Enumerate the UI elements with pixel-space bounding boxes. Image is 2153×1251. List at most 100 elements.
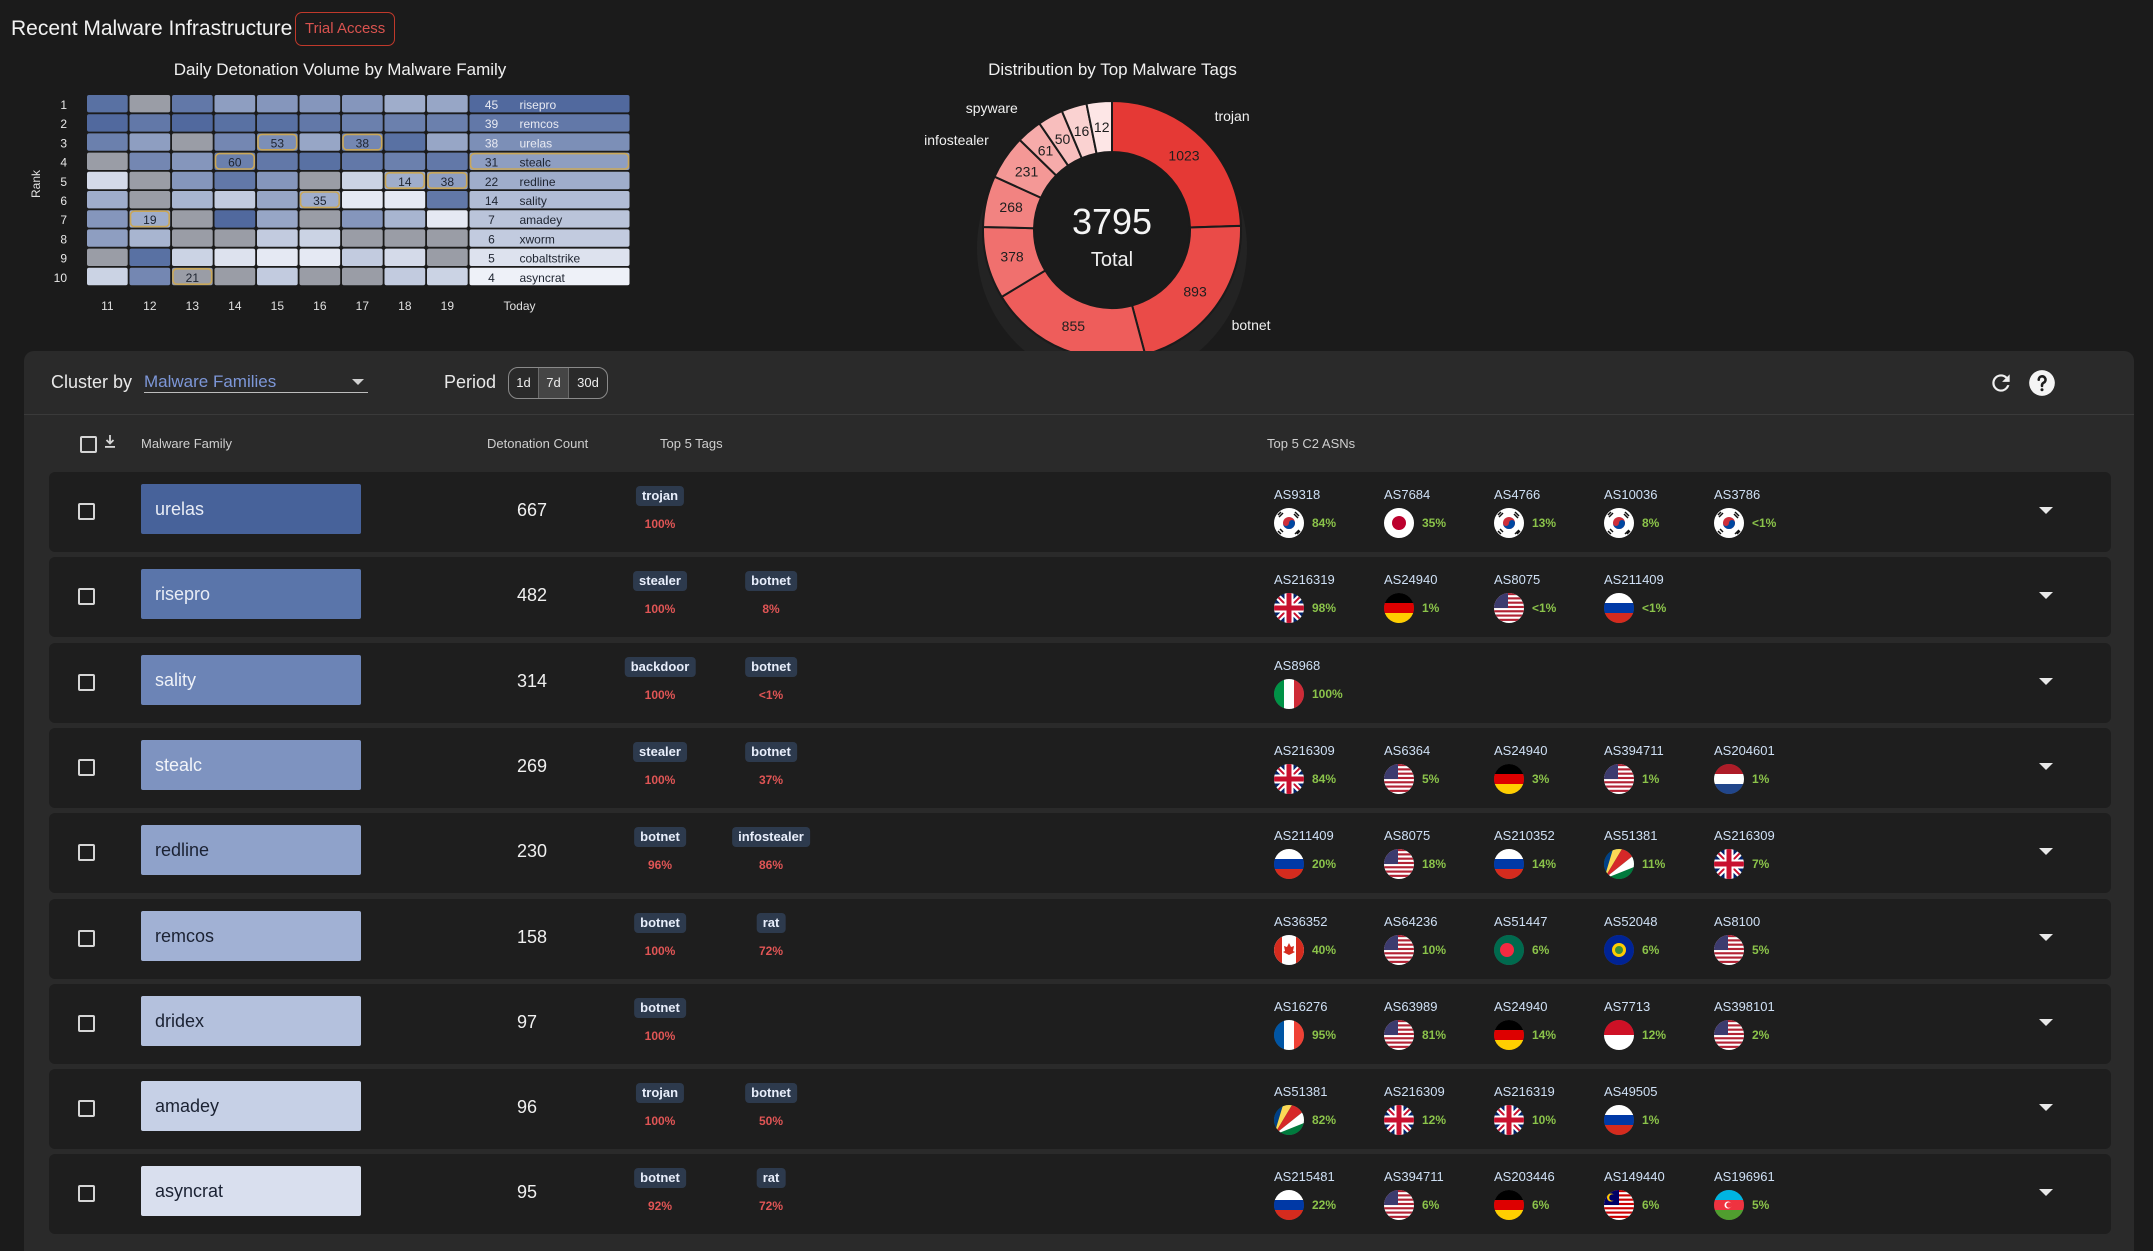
heatmap-cell[interactable] (129, 267, 171, 286)
heatmap-cell[interactable] (299, 248, 341, 266)
tag-chip[interactable]: rat (756, 912, 786, 933)
heatmap-cell[interactable] (342, 95, 383, 113)
select-all-checkbox[interactable] (80, 436, 97, 453)
tag-chip[interactable]: botnet (745, 1083, 797, 1104)
heatmap-cell[interactable] (427, 114, 468, 132)
asn-label[interactable]: AS24940 (1494, 742, 1548, 758)
asn-label[interactable]: AS394711 (1384, 1169, 1444, 1185)
asn-label[interactable]: AS4766 (1494, 487, 1541, 502)
heatmap-cell[interactable] (129, 114, 171, 132)
heatmap-cell[interactable] (384, 229, 426, 247)
heatmap-cell[interactable] (87, 267, 128, 286)
heatmap-cell[interactable] (172, 133, 213, 151)
malware-family-chip[interactable]: asyncrat (141, 1166, 361, 1217)
heatmap-cell[interactable] (172, 152, 213, 170)
heatmap-cell[interactable] (129, 171, 171, 190)
heatmap-cell[interactable] (87, 152, 128, 170)
asn-label[interactable]: AS149440 (1604, 1169, 1665, 1185)
heatmap-cell[interactable] (427, 248, 468, 266)
heatmap-today-cell[interactable] (469, 229, 630, 247)
tag-chip[interactable]: stealer (633, 571, 687, 592)
heatmap-cell[interactable] (257, 152, 298, 170)
heatmap-cell[interactable] (87, 229, 128, 247)
heatmap-cell[interactable] (427, 267, 468, 286)
tag-chip[interactable]: trojan (635, 1083, 685, 1104)
heatmap-today-cell[interactable] (469, 95, 630, 113)
heatmap-cell[interactable] (214, 152, 256, 170)
row-checkbox[interactable] (78, 1100, 95, 1118)
asn-label[interactable]: AS64236 (1384, 913, 1438, 929)
heatmap-cell[interactable] (257, 229, 298, 247)
asn-label[interactable]: AS51381 (1604, 828, 1658, 844)
heatmap-cell[interactable] (172, 95, 213, 113)
asn-label[interactable]: AS51381 (1274, 1084, 1328, 1100)
table-row[interactable]: asyncrat 95 botnet 92% rat 72% AS215481 22%… (49, 1154, 2111, 1235)
heatmap-cell[interactable] (214, 267, 256, 286)
asn-label[interactable]: AS36352 (1274, 913, 1328, 929)
malware-family-chip[interactable]: remcos (141, 910, 361, 961)
heatmap-cell[interactable] (129, 95, 171, 113)
heatmap-cell[interactable] (384, 248, 426, 266)
expand-row-chevron-icon[interactable] (2039, 933, 2053, 941)
heatmap-cell[interactable] (172, 267, 213, 286)
heatmap-cell[interactable] (299, 210, 341, 228)
heatmap-cell[interactable] (214, 210, 256, 228)
heatmap-cell[interactable] (257, 248, 298, 266)
asn-label[interactable]: AS6364 (1384, 742, 1431, 758)
heatmap-cell[interactable] (257, 133, 298, 151)
tag-chip[interactable]: backdoor (624, 656, 696, 677)
heatmap-cell[interactable] (87, 210, 128, 228)
heatmap-cell[interactable] (172, 171, 213, 190)
heatmap-cell[interactable] (257, 114, 298, 132)
heatmap-cell[interactable] (427, 133, 468, 151)
row-checkbox[interactable] (78, 673, 95, 691)
heatmap-cell[interactable] (342, 114, 383, 132)
heatmap-cell[interactable] (299, 133, 341, 151)
heatmap-cell[interactable] (427, 210, 468, 228)
cluster-by-select[interactable]: Malware Families (144, 368, 368, 393)
heatmap-cell[interactable] (299, 191, 341, 209)
heatmap-cell[interactable] (299, 171, 341, 190)
asn-label[interactable]: AS398101 (1714, 998, 1775, 1014)
tag-chip[interactable]: stealer (633, 741, 687, 762)
expand-row-chevron-icon[interactable] (2039, 1189, 2053, 1197)
tag-chip[interactable]: botnet (745, 741, 797, 762)
heatmap-cell[interactable] (427, 171, 468, 190)
heatmap-cell[interactable] (172, 229, 213, 247)
asn-label[interactable]: AS51447 (1494, 913, 1548, 929)
asn-label[interactable]: AS8075 (1494, 572, 1541, 588)
pie-slice[interactable] (1085, 99, 1113, 155)
heatmap-cell[interactable] (87, 248, 128, 266)
heatmap-cell[interactable] (257, 191, 298, 209)
malware-family-chip[interactable]: amadey (141, 1081, 361, 1132)
heatmap-cell[interactable] (384, 152, 426, 170)
asn-label[interactable]: AS216319 (1274, 572, 1335, 588)
heatmap-cell[interactable] (129, 248, 171, 266)
download-icon[interactable] (103, 434, 117, 450)
asn-label[interactable]: AS7684 (1384, 487, 1431, 502)
heatmap-cell[interactable] (87, 114, 128, 132)
row-checkbox[interactable] (78, 503, 95, 520)
heatmap-cell[interactable] (87, 133, 128, 151)
heatmap-cell[interactable] (172, 114, 213, 132)
asn-label[interactable]: AS204601 (1714, 742, 1775, 758)
heatmap-cell[interactable] (342, 191, 383, 209)
expand-row-chevron-icon[interactable] (2039, 677, 2053, 685)
heatmap-cell[interactable] (214, 191, 256, 209)
refresh-icon[interactable] (1988, 370, 2014, 396)
asn-label[interactable]: AS16276 (1274, 998, 1328, 1014)
malware-family-chip[interactable]: redline (141, 825, 361, 876)
malware-family-chip[interactable]: sality (141, 654, 361, 705)
row-checkbox[interactable] (78, 758, 95, 776)
table-row[interactable]: dridex 97 botnet 100% AS16276 95% AS63989 8… (49, 983, 2111, 1064)
heatmap-cell[interactable] (342, 133, 383, 151)
heatmap-cell[interactable] (87, 171, 128, 190)
heatmap-cell[interactable] (214, 171, 256, 190)
asn-label[interactable]: AS216309 (1274, 742, 1335, 758)
expand-row-chevron-icon[interactable] (2039, 1018, 2053, 1026)
asn-label[interactable]: AS24940 (1494, 998, 1548, 1014)
trial-access-badge[interactable]: Trial Access (295, 12, 396, 46)
heatmap-cell[interactable] (342, 171, 383, 190)
heatmap-cell[interactable] (342, 267, 383, 286)
heatmap-cell[interactable] (427, 95, 468, 113)
